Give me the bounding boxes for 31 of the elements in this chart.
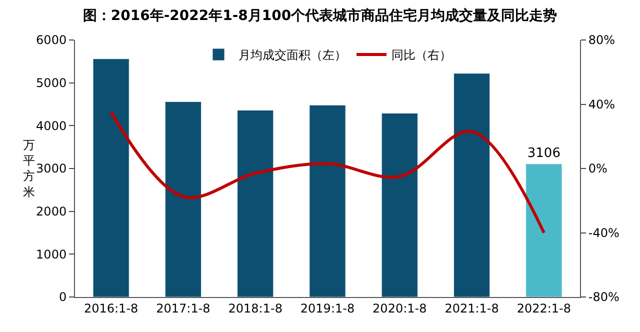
y-tick-label: 4000 (36, 118, 67, 133)
y2-tick-label: 40% (588, 97, 616, 112)
y2-tick-label: 80% (588, 33, 616, 48)
y2-tick-label: -80% (588, 290, 620, 304)
bar (237, 110, 274, 297)
y-tick-label: 6000 (36, 33, 67, 48)
bar (526, 164, 562, 297)
x-tick-label: 2016:1-8 (84, 301, 138, 316)
chart-title: 图：2016年-2022年1-8月100个代表城市商品住宅月均成交量及同比走势 (82, 6, 558, 24)
y2-tick-label: -40% (588, 226, 620, 240)
y-tick-label: 5000 (36, 76, 67, 90)
y2-tick-label: 0% (588, 162, 608, 176)
y-tick-label: 3000 (36, 162, 67, 176)
bar (92, 58, 130, 297)
data-label: 3106 (527, 146, 560, 161)
bar (164, 101, 202, 297)
y-tick-label: 1000 (36, 247, 67, 262)
y-tick-label: 2000 (36, 204, 67, 219)
x-tick-label: 2018:1-8 (228, 301, 282, 316)
y-axis-title: 万平方米 (23, 138, 35, 199)
legend-label: 同比（右） (392, 48, 452, 62)
x-tick-label: 2021:1-8 (444, 301, 499, 316)
y-tick-label: 0 (58, 290, 67, 304)
bar (381, 113, 418, 297)
bar (309, 104, 346, 297)
x-tick-label: 2022:1-8 (516, 301, 572, 316)
x-tick-label: 2017:1-8 (156, 301, 210, 316)
bar (454, 73, 490, 297)
x-tick-label: 2019:1-8 (300, 301, 355, 316)
x-tick-label: 2020:1-8 (372, 301, 427, 316)
legend-label: 月均成交面积（左） (238, 48, 346, 62)
